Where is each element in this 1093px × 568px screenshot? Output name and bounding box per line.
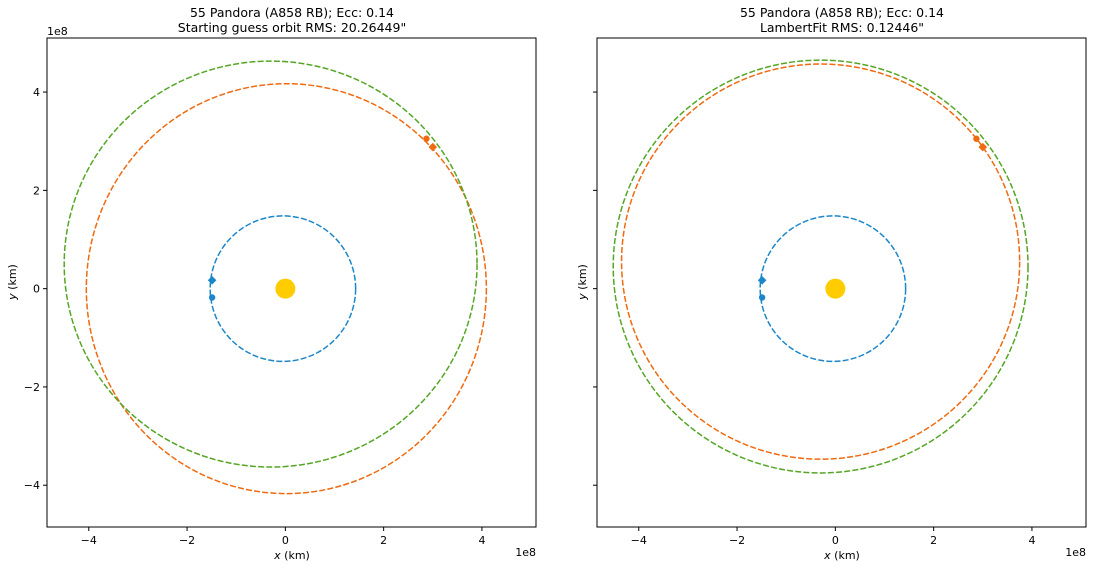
x-tick-label: 4 — [478, 534, 485, 547]
position-marker-dot-1 — [208, 294, 216, 301]
position-marker-dot-1 — [758, 294, 766, 301]
x-tick-label: −2 — [179, 534, 195, 547]
x-tick-label: 2 — [930, 534, 937, 547]
y-axis-label: y (km) — [576, 264, 589, 301]
chart-panel-left: 55 Pandora (A858 RB); Ecc: 0.14 Starting… — [6, 5, 537, 562]
orbit-path-2 — [612, 59, 1029, 474]
x-tick-label: −4 — [81, 534, 97, 547]
x-axis-label: x (km) — [273, 549, 310, 562]
orbit-path-1 — [85, 82, 488, 495]
chart-title-line1: 55 Pandora (A858 RB); Ecc: 0.14 — [190, 5, 394, 20]
y-tick-label: 0 — [33, 283, 40, 296]
position-marker-dot-2 — [423, 135, 430, 142]
x-axis: −4 −2 0 2 4 — [631, 527, 1035, 547]
y-tick-label: 2 — [33, 184, 40, 197]
x-offset-label: 1e8 — [1065, 546, 1086, 559]
axes-frame — [46, 37, 537, 528]
y-axis-label-unit: (km) — [576, 264, 589, 293]
chart-title-line2: LambertFit RMS: 0.12446" — [760, 20, 924, 35]
orbit-path-1 — [620, 63, 1021, 460]
chart-title-line1: 55 Pandora (A858 RB); Ecc: 0.14 — [740, 5, 944, 20]
x-tick-label: 2 — [380, 534, 387, 547]
x-tick-label: 4 — [1028, 534, 1035, 547]
y-axis-label-unit: (km) — [6, 264, 19, 293]
y-axis: −4 −2 0 2 4 — [24, 86, 47, 492]
x-axis-label-var: x — [273, 549, 281, 562]
y-axis — [593, 91, 597, 486]
position-marker-diamond-3 — [978, 142, 988, 152]
sun-marker — [825, 278, 846, 299]
plot-area — [612, 59, 1029, 474]
x-axis-label-unit: (km) — [281, 549, 310, 562]
y-tick-label: −2 — [24, 381, 40, 394]
x-axis-label: x (km) — [823, 549, 860, 562]
x-axis-label-unit: (km) — [831, 549, 860, 562]
plot-area — [63, 60, 488, 495]
orbit-path-0 — [759, 215, 907, 363]
x-offset-label: 1e8 — [515, 546, 536, 559]
x-tick-label: 0 — [832, 534, 839, 547]
x-tick-label: −2 — [729, 534, 745, 547]
x-tick-label: −4 — [631, 534, 647, 547]
orbit-path-2 — [63, 60, 478, 468]
x-tick-label: 0 — [282, 534, 289, 547]
y-axis-label-var: y — [576, 293, 589, 301]
x-axis: −4 −2 0 2 4 — [81, 527, 485, 547]
chart-title-line2: Starting guess orbit RMS: 20.26449" — [178, 20, 406, 35]
axes-frame — [596, 37, 1087, 528]
y-tick-label: −4 — [24, 479, 40, 492]
position-marker-diamond-0 — [207, 275, 217, 285]
sun-marker — [275, 278, 296, 299]
y-tick-label: 4 — [33, 86, 40, 99]
orbit-path-0 — [209, 215, 357, 363]
y-axis-label: y (km) — [6, 264, 19, 301]
y-offset-label: 1e8 — [47, 25, 68, 38]
position-marker-diamond-0 — [757, 275, 767, 285]
x-axis-label-var: x — [823, 549, 831, 562]
y-axis-label-var: y — [6, 293, 19, 301]
position-marker-diamond-3 — [428, 142, 438, 152]
position-marker-dot-2 — [973, 135, 980, 142]
chart-panel-right: 55 Pandora (A858 RB); Ecc: 0.14 LambertF… — [576, 5, 1087, 562]
